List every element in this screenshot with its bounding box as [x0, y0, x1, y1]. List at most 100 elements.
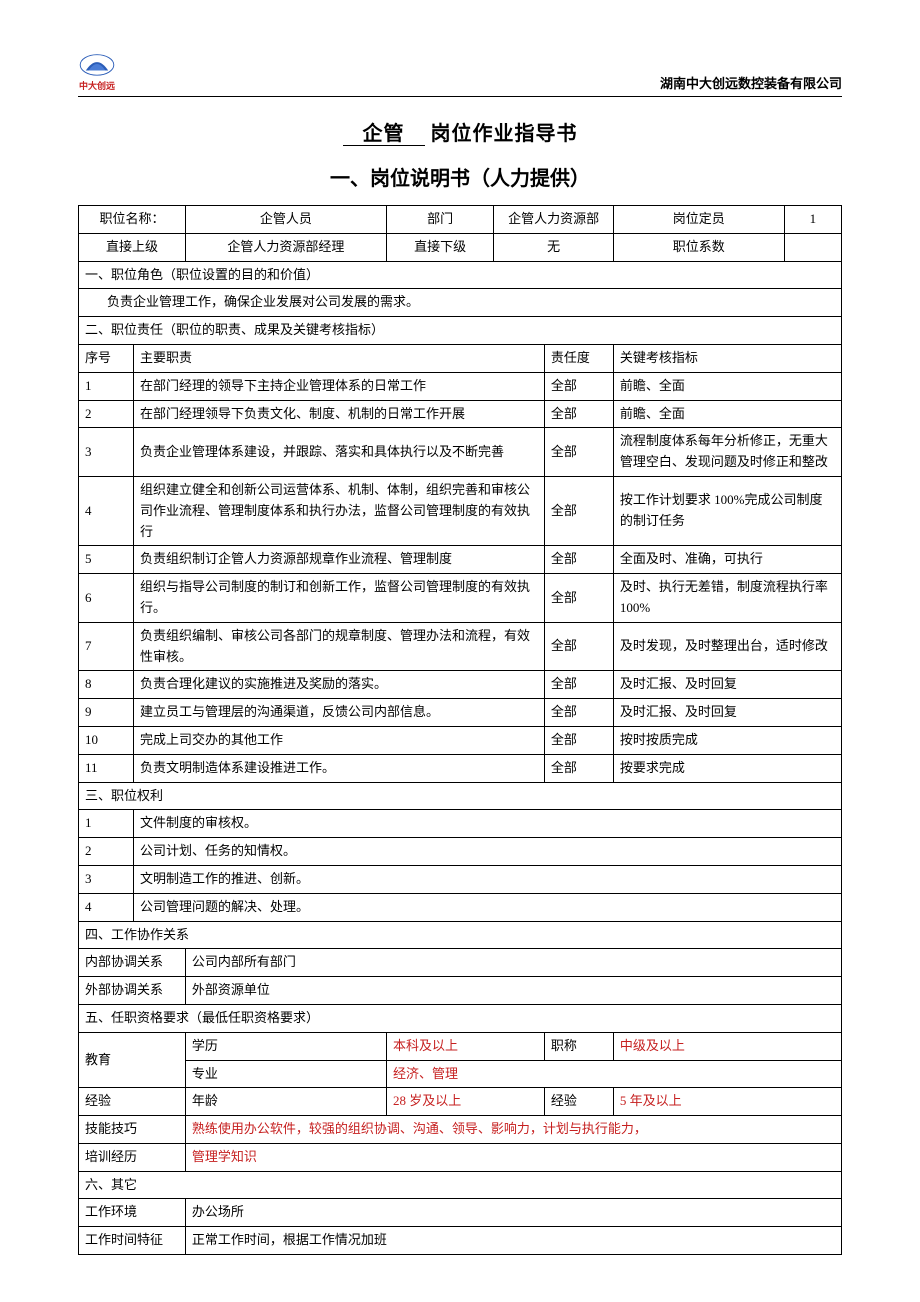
val-position: 企管人员	[185, 206, 386, 234]
s3-no: 2	[79, 838, 134, 866]
s2-deg: 全部	[544, 671, 613, 699]
s2-kpi: 及时发现，及时整理出台，适时修改	[613, 622, 841, 671]
s2-header: 二、职位责任（职位的职责、成果及关键考核指标）	[79, 317, 842, 345]
s5-skill-lbl: 技能技巧	[79, 1116, 186, 1144]
s2-no: 7	[79, 622, 134, 671]
s2-deg: 全部	[544, 699, 613, 727]
s2-kpi: 流程制度体系每年分析修正，无重大管理空白、发现问题及时修正和整改	[613, 428, 841, 477]
s5-train-val: 管理学知识	[185, 1143, 841, 1171]
s2-no: 4	[79, 476, 134, 545]
s5-edu-lbl: 教育	[79, 1032, 186, 1088]
s2-duty: 负责合理化建议的实施推进及奖励的落实。	[134, 671, 545, 699]
job-spec-table: 职位名称： 企管人员 部门 企管人力资源部 岗位定员 1 直接上级 企管人力资源…	[78, 205, 842, 1255]
lbl-quota: 岗位定员	[613, 206, 784, 234]
lbl-dept: 部门	[386, 206, 493, 234]
s2-deg: 全部	[544, 754, 613, 782]
s2-duty: 负责文明制造体系建设推进工作。	[134, 754, 545, 782]
s5-header: 五、任职资格要求（最低任职资格要求）	[79, 1004, 842, 1032]
s3-txt: 公司计划、任务的知情权。	[134, 838, 842, 866]
page-header: 中大创远 湖南中大创远数控装备有限公司	[78, 50, 842, 97]
s2-no: 9	[79, 699, 134, 727]
s6-header: 六、其它	[79, 1171, 842, 1199]
s6-time-lbl: 工作时间特征	[79, 1227, 186, 1255]
logo-icon	[78, 50, 116, 78]
s2-deg: 全部	[544, 428, 613, 477]
section-title: 一、岗位说明书（人力提供）	[78, 162, 842, 191]
s2-duty: 在部门经理领导下负责文化、制度、机制的日常工作开展	[134, 400, 545, 428]
document-page: 中大创远 湖南中大创远数控装备有限公司 企管 岗位作业指导书 一、岗位说明书（人…	[0, 0, 920, 1295]
s2-duty: 负责企业管理体系建设，并跟踪、落实和具体执行以及不断完善	[134, 428, 545, 477]
s1-header: 一、职位角色（职位设置的目的和价值）	[79, 261, 842, 289]
s6-env-lbl: 工作环境	[79, 1199, 186, 1227]
s2-kpi: 及时汇报、及时回复	[613, 699, 841, 727]
s5-edu-title-lbl: 职称	[544, 1032, 613, 1060]
s5-exp-age-lbl: 年龄	[185, 1088, 386, 1116]
s3-no: 1	[79, 810, 134, 838]
s2-deg: 全部	[544, 476, 613, 545]
s3-header: 三、职位权利	[79, 782, 842, 810]
s2-col-deg: 责任度	[544, 344, 613, 372]
s2-col-duty: 主要职责	[134, 344, 545, 372]
s2-deg: 全部	[544, 574, 613, 623]
val-superior: 企管人力资源部经理	[185, 233, 386, 261]
s5-edu-title-val: 中级及以上	[613, 1032, 841, 1060]
val-coeff	[784, 233, 841, 261]
s5-edu-deg-val: 本科及以上	[386, 1032, 544, 1060]
s4-r1-val: 公司内部所有部门	[185, 949, 841, 977]
s2-no: 1	[79, 372, 134, 400]
s2-kpi: 按工作计划要求 100%完成公司制度的制订任务	[613, 476, 841, 545]
s5-exp-age-val: 28 岁及以上	[386, 1088, 544, 1116]
s5-edu-deg-lbl: 学历	[185, 1032, 386, 1060]
s3-txt: 公司管理问题的解决、处理。	[134, 893, 842, 921]
s2-duty: 建立员工与管理层的沟通渠道，反馈公司内部信息。	[134, 699, 545, 727]
s2-deg: 全部	[544, 546, 613, 574]
s2-kpi: 按时按质完成	[613, 726, 841, 754]
s5-skill-val: 熟练使用办公软件，较强的组织协调、沟通、领导、影响力，计划与执行能力，	[185, 1116, 841, 1144]
s2-no: 8	[79, 671, 134, 699]
lbl-coeff: 职位系数	[613, 233, 784, 261]
s2-deg: 全部	[544, 372, 613, 400]
s5-exp-yrs-lbl: 经验	[544, 1088, 613, 1116]
s6-env-val: 办公场所	[185, 1199, 841, 1227]
s5-exp-lbl: 经验	[79, 1088, 186, 1116]
val-subordinate: 无	[494, 233, 614, 261]
lbl-position: 职位名称：	[79, 206, 186, 234]
s5-edu-major-val: 经济、管理	[386, 1060, 841, 1088]
lbl-superior: 直接上级	[79, 233, 186, 261]
title-rest: 岗位作业指导书	[431, 123, 578, 145]
s2-kpi: 及时、执行无差错，制度流程执行率 100%	[613, 574, 841, 623]
s2-duty: 组织与指导公司制度的制订和创新工作，监督公司管理制度的有效执行。	[134, 574, 545, 623]
s2-kpi: 全面及时、准确，可执行	[613, 546, 841, 574]
val-quota: 1	[784, 206, 841, 234]
title-dept: 企管	[343, 123, 425, 146]
lbl-subordinate: 直接下级	[386, 233, 493, 261]
s4-r2-lbl: 外部协调关系	[79, 977, 186, 1005]
s2-no: 6	[79, 574, 134, 623]
s4-header: 四、工作协作关系	[79, 921, 842, 949]
s2-kpi: 按要求完成	[613, 754, 841, 782]
s2-no: 5	[79, 546, 134, 574]
s2-no: 2	[79, 400, 134, 428]
s2-deg: 全部	[544, 726, 613, 754]
s2-deg: 全部	[544, 400, 613, 428]
s3-no: 4	[79, 893, 134, 921]
company-name: 湖南中大创远数控装备有限公司	[660, 73, 842, 92]
s2-kpi: 及时汇报、及时回复	[613, 671, 841, 699]
s5-edu-major-lbl: 专业	[185, 1060, 386, 1088]
s2-duty: 组织建立健全和创新公司运营体系、机制、体制，组织完善和审核公司作业流程、管理制度…	[134, 476, 545, 545]
logo-label: 中大创远	[79, 79, 115, 92]
s2-kpi: 前瞻、全面	[613, 400, 841, 428]
s5-exp-yrs-val: 5 年及以上	[613, 1088, 841, 1116]
s4-r1-lbl: 内部协调关系	[79, 949, 186, 977]
s5-train-lbl: 培训经历	[79, 1143, 186, 1171]
s4-r2-val: 外部资源单位	[185, 977, 841, 1005]
s2-no: 11	[79, 754, 134, 782]
s2-kpi: 前瞻、全面	[613, 372, 841, 400]
s1-content: 负责企业管理工作，确保企业发展对公司发展的需求。	[79, 289, 842, 317]
s3-no: 3	[79, 865, 134, 893]
s2-duty: 负责组织编制、审核公司各部门的规章制度、管理办法和流程，有效性审核。	[134, 622, 545, 671]
document-title: 企管 岗位作业指导书	[78, 117, 842, 146]
s2-duty: 负责组织制订企管人力资源部规章作业流程、管理制度	[134, 546, 545, 574]
val-dept: 企管人力资源部	[494, 206, 614, 234]
s3-txt: 文件制度的审核权。	[134, 810, 842, 838]
